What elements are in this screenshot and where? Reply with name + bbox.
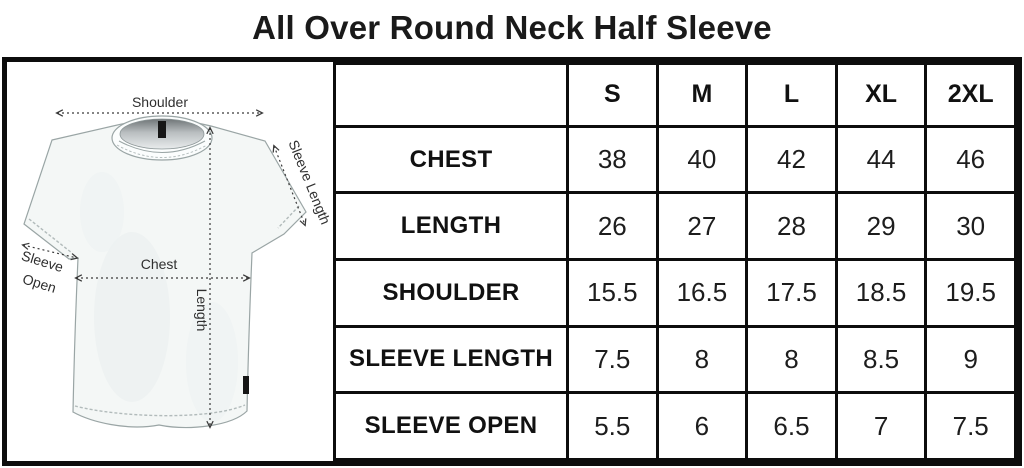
cell: 26	[566, 191, 659, 261]
row-label-sleeve-length: SLEEVE LENGTH	[333, 324, 569, 395]
cell: 7.5	[924, 391, 1017, 461]
table-row-chest: CHEST 38 40 42 44 46	[333, 124, 1017, 195]
shoulder-label: Shoulder	[132, 94, 188, 110]
measurement-lines	[23, 113, 305, 427]
cell: 27	[655, 191, 749, 261]
cell: 18.5	[834, 258, 928, 328]
cell: 6.5	[745, 391, 838, 461]
cell: 6	[655, 391, 749, 461]
cell: 19.5	[924, 258, 1017, 328]
corner-cell	[333, 62, 569, 128]
table-row-sleeve-open: SLEEVE OPEN 5.5 6 6.5 7 7.5	[333, 391, 1017, 461]
col-header-s: S	[566, 62, 659, 128]
col-header-m: M	[655, 62, 749, 128]
tshirt-diagram: Shoulder Chest Length Sleeve Length Slee…	[7, 62, 333, 461]
cell: 44	[834, 124, 928, 195]
cell: 8.5	[834, 324, 928, 395]
col-header-2xl: 2XL	[924, 62, 1017, 128]
neck-tag	[158, 121, 166, 138]
cell: 28	[745, 191, 838, 261]
length-label: Length	[194, 289, 210, 332]
size-chart-table: S M L XL 2XL CHEST 38 40 42 44 46 LENGTH…	[333, 62, 1017, 461]
cell: 8	[745, 324, 838, 395]
table-row-shoulder: SHOULDER 15.5 16.5 17.5 18.5 19.5	[333, 258, 1017, 328]
page-title: All Over Round Neck Half Sleeve	[252, 8, 772, 46]
side-tag	[243, 376, 249, 394]
cell: 42	[745, 124, 838, 195]
cell: 7.5	[566, 324, 659, 395]
sleeve-open-label-line2: Open	[21, 271, 58, 296]
cell: 5.5	[566, 391, 659, 461]
cell: 17.5	[745, 258, 838, 328]
col-header-xl: XL	[834, 62, 928, 128]
cell: 15.5	[566, 258, 659, 328]
header-row: S M L XL 2XL	[333, 62, 1017, 128]
cell: 30	[924, 191, 1017, 261]
tshirt-illustration: Shoulder Chest Length Sleeve Length Slee…	[20, 94, 333, 461]
sleeve-open-arrow	[23, 245, 77, 258]
size-chart-panel: Shoulder Chest Length Sleeve Length Slee…	[2, 57, 1022, 466]
cell: 8	[655, 324, 749, 395]
cell: 7	[834, 391, 928, 461]
row-label-shoulder: SHOULDER	[333, 258, 569, 328]
row-label-length: LENGTH	[333, 191, 569, 261]
cell: 46	[924, 124, 1017, 195]
col-header-l: L	[745, 62, 838, 128]
sleeve-length-arrow	[274, 146, 305, 225]
chest-label: Chest	[141, 256, 178, 272]
cell: 38	[566, 124, 659, 195]
row-label-sleeve-open: SLEEVE OPEN	[333, 391, 569, 461]
size-chart-wrap: S M L XL 2XL CHEST 38 40 42 44 46 LENGTH…	[333, 62, 1017, 461]
row-label-chest: CHEST	[333, 124, 569, 195]
cell: 29	[834, 191, 928, 261]
table-row-sleeve-length: SLEEVE LENGTH 7.5 8 8 8.5 9	[333, 324, 1017, 395]
cell: 16.5	[655, 258, 749, 328]
table-row-length: LENGTH 26 27 28 29 30	[333, 191, 1017, 261]
cell: 9	[924, 324, 1017, 395]
cell: 40	[655, 124, 749, 195]
